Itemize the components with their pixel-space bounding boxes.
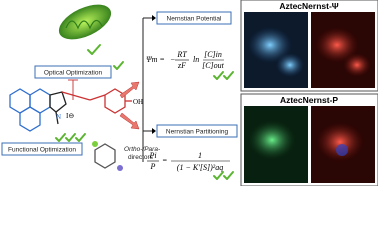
eq-text: [C]in [204, 50, 222, 59]
oh-label: OH [133, 98, 143, 106]
functional-label: Functional Optimization [8, 147, 76, 154]
eq-text: (1 − K'[S])²aq [177, 163, 223, 172]
eq-text: zF [177, 61, 186, 70]
eq-text: − [170, 55, 175, 64]
eq-text: P [150, 162, 156, 171]
para-sub [117, 165, 123, 171]
nucleus [336, 144, 348, 156]
potential-label: Nernstian Potential [167, 16, 222, 23]
graphical-abstract: Optical Optimization OH N I⊖ Functional … [1, 0, 378, 186]
directors-label: Ortho-/Para- [124, 146, 161, 153]
checkmark [87, 44, 101, 55]
arrowhead [152, 128, 156, 134]
directors-label: directors [128, 154, 154, 161]
eq-text: ln [193, 55, 199, 64]
checkmark [113, 61, 124, 70]
mitochondrion [58, 4, 112, 40]
ortho-sub [92, 141, 98, 147]
red-signal [315, 27, 359, 63]
eq-text: RT [176, 50, 187, 59]
eq-text: Ψm = [146, 55, 165, 64]
optical-label: Optical Optimization [44, 70, 103, 77]
functional-box [1, 142, 83, 156]
arrow [119, 112, 140, 130]
cristae [65, 19, 103, 30]
benzene [94, 143, 116, 169]
blue-signal [248, 27, 292, 63]
checkmarks [213, 71, 234, 80]
partitioning-box [156, 124, 238, 138]
checkmarks [55, 133, 86, 142]
optical-box [34, 65, 112, 79]
green-signal [248, 120, 296, 160]
n-label: N [56, 113, 61, 121]
eq-text: [C]out [202, 61, 225, 70]
molecule [9, 88, 132, 132]
checkmarks [213, 171, 234, 180]
red-signal [343, 53, 371, 77]
red-signal [316, 122, 364, 162]
eq-text: = [162, 156, 167, 165]
eq-text: Pi [148, 151, 156, 160]
bracket [142, 17, 152, 162]
blue-signal [276, 53, 304, 77]
top-title: AztecNernst-Ψ [279, 1, 338, 11]
partitioning-label: Nernstian Partitioning [166, 129, 229, 136]
counterion: I⊖ [66, 112, 74, 120]
eq-text: 1 [198, 151, 202, 160]
potential-box [156, 11, 232, 25]
arrow [119, 81, 140, 99]
bottom-title: AztecNernst-P [280, 95, 338, 105]
arrowhead [152, 15, 156, 21]
